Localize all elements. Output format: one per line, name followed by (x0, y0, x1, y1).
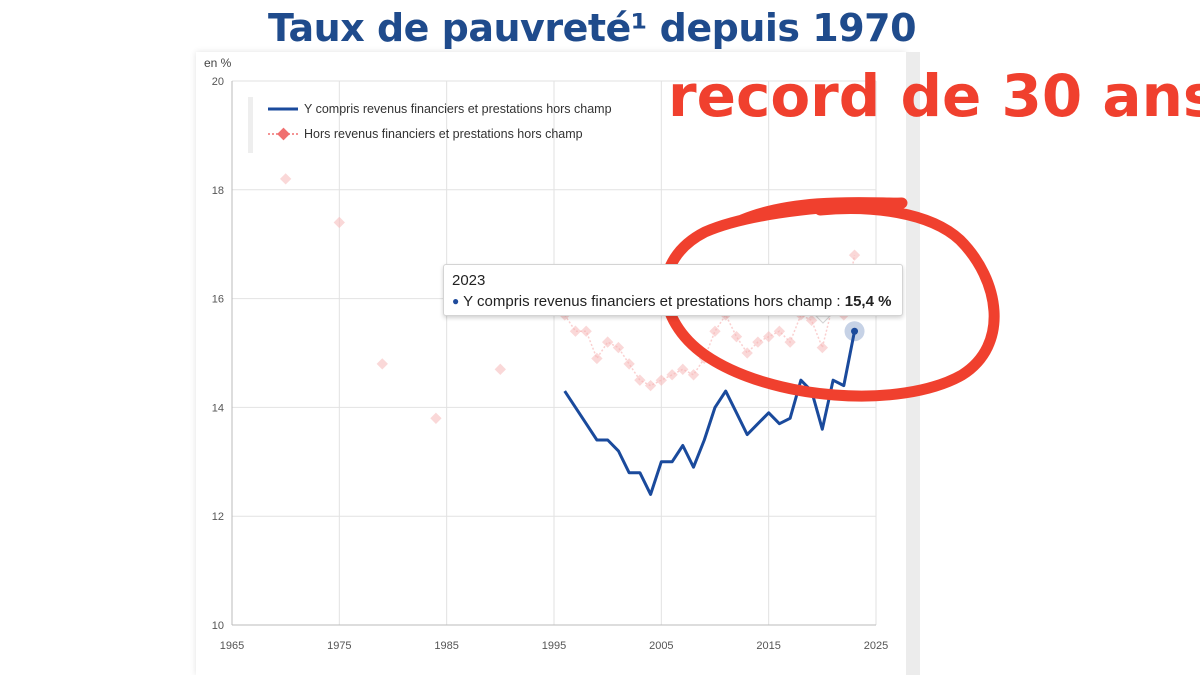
series-hors-revenus (280, 173, 861, 424)
tooltip-value: 15,4 % (844, 293, 892, 310)
y-tick-label: 10 (212, 620, 224, 632)
data-point-hors-revenus[interactable] (644, 379, 657, 392)
data-point-hors-revenus[interactable] (741, 347, 753, 359)
data-point-hors-revenus[interactable] (730, 331, 743, 343)
data-point-hors-revenus[interactable] (376, 358, 388, 370)
legend-label-hors-revenus[interactable]: Hors revenus financiers et prestations h… (304, 127, 583, 141)
data-point-hors-revenus[interactable] (805, 314, 818, 327)
tooltip-line: ● Y compris revenus financiers et presta… (452, 291, 894, 312)
data-point-hors-revenus[interactable] (666, 369, 678, 381)
data-point-hors-revenus[interactable] (784, 336, 796, 348)
legend-bar (248, 97, 253, 153)
data-point-hors-revenus[interactable] (591, 352, 603, 365)
highlight-point (814, 315, 865, 342)
data-point-hors-revenus[interactable] (569, 325, 582, 337)
data-point-hors-revenus[interactable] (763, 331, 775, 343)
y-axis-label: en % (204, 56, 232, 70)
data-point-hors-revenus[interactable] (848, 249, 861, 261)
y-tick-label: 12 (212, 511, 224, 523)
data-point-hors-revenus[interactable] (816, 341, 829, 354)
data-point-hors-revenus[interactable] (602, 336, 614, 348)
x-tick-label: 1985 (434, 640, 458, 652)
x-tick-label: 1965 (220, 640, 244, 652)
data-point-hors-revenus[interactable] (623, 358, 635, 370)
tooltip-year: 2023 (452, 272, 486, 289)
data-point-hors-revenus[interactable] (655, 374, 667, 386)
legend-diamond-icon (277, 127, 290, 141)
data-point-hors-revenus[interactable] (634, 374, 646, 386)
data-point-hors-revenus[interactable] (677, 363, 689, 375)
x-tick-label: 2005 (649, 640, 673, 652)
series-y-compris (563, 330, 856, 496)
data-point-hors-revenus[interactable] (494, 363, 506, 375)
tooltip-series: Y compris revenus financiers et prestati… (463, 293, 833, 310)
page-title: Taux de pauvreté¹ depuis 1970 (268, 6, 917, 50)
y-tick-label: 16 (212, 294, 224, 306)
y-tick-label: 14 (212, 402, 224, 414)
y-tick-label: 20 (212, 76, 224, 88)
y-tick-label: 18 (212, 185, 224, 197)
data-point-hors-revenus[interactable] (430, 412, 442, 424)
data-point-hors-revenus[interactable] (709, 325, 721, 337)
axes: 1965 1975 1985 1995 2005 2015 2025 10 12 14 16 18 20 (212, 76, 888, 652)
data-point-hors-revenus[interactable] (280, 173, 292, 185)
data-point-hors-revenus[interactable] (333, 216, 345, 229)
data-point-hors-revenus[interactable] (612, 341, 625, 354)
legend: Y compris revenus financiers et prestati… (248, 97, 612, 153)
grid (231, 80, 877, 626)
x-tick-label: 1975 (327, 640, 351, 652)
series-line-hors-revenus (564, 254, 856, 387)
x-tick-label: 2025 (864, 640, 888, 652)
scrollbar-track[interactable] (906, 52, 920, 675)
highlight-marker[interactable] (851, 327, 859, 335)
series-line-y-compris[interactable] (563, 330, 856, 496)
chart-frame (196, 52, 906, 675)
data-point-hors-revenus[interactable] (752, 336, 764, 348)
data-point-hors-revenus[interactable] (773, 325, 786, 337)
data-point-hors-revenus[interactable] (687, 369, 700, 381)
data-point-hors-revenus[interactable] (580, 325, 592, 337)
tooltip-pointer (814, 315, 832, 324)
x-tick-label: 1995 (542, 640, 566, 652)
tooltip-bullet-icon: ● (452, 294, 460, 308)
red-circle-annotation (660, 196, 1000, 402)
tooltip-separator: : (832, 293, 845, 310)
record-annotation: record de 30 ans (668, 62, 1200, 130)
legend-label-y-compris[interactable]: Y compris revenus financiers et prestati… (304, 102, 612, 116)
tooltip: 2023 ● Y compris revenus financiers et p… (443, 264, 903, 316)
hand-drawn-circle (660, 196, 1000, 402)
x-tick-label: 2015 (756, 640, 780, 652)
